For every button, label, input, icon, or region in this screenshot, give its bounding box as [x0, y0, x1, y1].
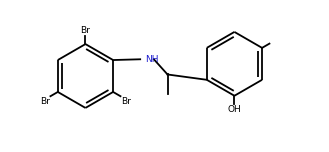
Text: OH: OH	[228, 105, 241, 114]
Text: NH: NH	[145, 55, 158, 64]
Text: Br: Br	[81, 26, 90, 35]
Text: Br: Br	[121, 97, 131, 106]
Text: Br: Br	[40, 97, 50, 106]
